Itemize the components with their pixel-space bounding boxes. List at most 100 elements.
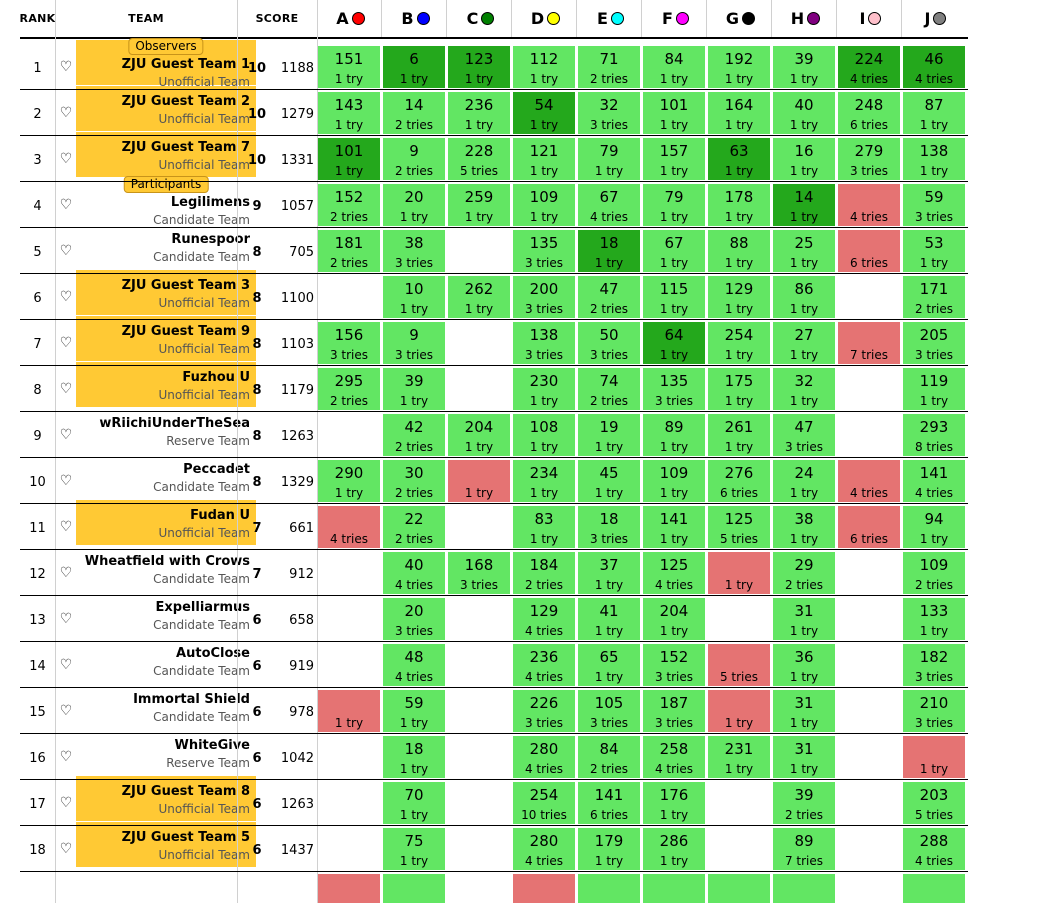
problem-cell-i[interactable]: 7 tries <box>838 322 900 364</box>
problem-cell-j[interactable]: 210 3 tries <box>903 690 965 732</box>
problem-header-g[interactable]: G <box>708 0 773 36</box>
problem-cell-f[interactable]: 176 1 try <box>643 782 705 824</box>
problem-cell-d[interactable]: 138 3 tries <box>513 322 575 364</box>
problem-cell-f[interactable]: 89 1 try <box>643 414 705 456</box>
table-row[interactable]: 6 ♡ ZJU Guest Team 3 Unofficial Team 8 1100 10… <box>20 270 968 322</box>
problem-cell-g[interactable]: 125 5 tries <box>708 506 770 548</box>
problem-cell-e[interactable]: 79 1 try <box>578 138 640 180</box>
problem-cell-d[interactable]: 236 4 tries <box>513 644 575 686</box>
problem-cell-a[interactable]: 290 1 try <box>318 460 380 502</box>
problem-cell-j[interactable]: 133 1 try <box>903 598 965 640</box>
problem-cell-g[interactable]: 231 1 try <box>708 736 770 778</box>
problem-cell-c[interactable]: 259 1 try <box>448 184 510 226</box>
problem-cell-b[interactable]: 38 3 tries <box>383 230 445 272</box>
problem-cell-e[interactable]: 105 3 tries <box>578 690 640 732</box>
problem-cell-b[interactable]: 70 1 try <box>383 782 445 824</box>
problem-cell-e[interactable]: 37 1 try <box>578 552 640 594</box>
table-row[interactable]: 3 ♡ ZJU Guest Team 7 Unofficial Team 10 1331 1… <box>20 132 968 184</box>
problem-cell-b[interactable]: 59 1 try <box>383 690 445 732</box>
problem-cell-e[interactable]: 71 2 tries <box>578 46 640 88</box>
problem-header-i[interactable]: I <box>838 0 903 36</box>
problem-cell-g[interactable]: 88 1 try <box>708 230 770 272</box>
problem-cell-j[interactable]: 59 3 tries <box>903 184 965 226</box>
problem-cell-i[interactable]: 248 6 tries <box>838 92 900 134</box>
problem-cell-h[interactable]: 29 2 tries <box>773 552 835 594</box>
problem-cell-g[interactable]: 192 1 try <box>708 46 770 88</box>
problem-cell-e[interactable]: 179 1 try <box>578 828 640 870</box>
heart-icon[interactable]: ♡ <box>59 749 73 765</box>
problem-cell-g[interactable]: 5 tries <box>708 644 770 686</box>
problem-cell-g[interactable]: 1 try <box>708 690 770 732</box>
heart-icon[interactable]: ♡ <box>59 565 73 581</box>
problem-cell-d[interactable]: 226 3 tries <box>513 690 575 732</box>
problem-cell-e[interactable]: 41 1 try <box>578 598 640 640</box>
problem-cell-c[interactable]: 168 3 tries <box>448 552 510 594</box>
heart-icon[interactable]: ♡ <box>59 289 73 305</box>
problem-cell-b[interactable]: 9 2 tries <box>383 138 445 180</box>
problem-cell-j[interactable]: 293 8 tries <box>903 414 965 456</box>
problem-cell-b[interactable]: 20 1 try <box>383 184 445 226</box>
problem-cell-h[interactable]: 47 3 tries <box>773 414 835 456</box>
problem-cell-h[interactable]: 40 1 try <box>773 92 835 134</box>
problem-cell-a[interactable]: 181 2 tries <box>318 230 380 272</box>
problem-cell-d[interactable]: 54 1 try <box>513 92 575 134</box>
problem-cell-b[interactable]: 22 2 tries <box>383 506 445 548</box>
score-header[interactable]: SCORE <box>255 11 299 25</box>
problem-cell-d[interactable]: 109 1 try <box>513 184 575 226</box>
table-row[interactable]: 9 ♡ wRiichiUnderTheSea Reserve Team 8 1263 42 2… <box>20 414 968 460</box>
problem-cell-e[interactable]: 47 2 tries <box>578 276 640 318</box>
problem-cell-g[interactable]: 164 1 try <box>708 92 770 134</box>
problem-header-d[interactable]: D <box>513 0 578 36</box>
problem-cell-d[interactable]: 135 3 tries <box>513 230 575 272</box>
problem-cell-j[interactable]: 94 1 try <box>903 506 965 548</box>
table-row[interactable]: 1 ♡ Observers ZJU Guest Team 1 Unofficial Te… <box>20 38 968 92</box>
problem-cell-f[interactable]: 101 1 try <box>643 92 705 134</box>
heart-icon[interactable]: ♡ <box>59 381 73 397</box>
problem-cell-f[interactable]: 125 4 tries <box>643 552 705 594</box>
problem-cell-b[interactable]: 39 1 try <box>383 368 445 410</box>
problem-cell-h[interactable]: 16 1 try <box>773 138 835 180</box>
problem-cell-e[interactable]: 32 3 tries <box>578 92 640 134</box>
problem-cell-f[interactable]: 258 4 tries <box>643 736 705 778</box>
heart-icon[interactable]: ♡ <box>59 611 73 627</box>
problem-cell-d[interactable]: 200 3 tries <box>513 276 575 318</box>
problem-cell-g[interactable]: 276 6 tries <box>708 460 770 502</box>
problem-cell-a[interactable]: 152 2 tries <box>318 184 380 226</box>
problem-cell-f[interactable]: 152 3 tries <box>643 644 705 686</box>
problem-cell-j[interactable]: 53 1 try <box>903 230 965 272</box>
problem-cell-a[interactable]: 295 2 tries <box>318 368 380 410</box>
problem-cell-f[interactable]: 141 1 try <box>643 506 705 548</box>
problem-cell-h[interactable]: 14 1 try <box>773 184 835 226</box>
problem-cell-f[interactable]: 109 1 try <box>643 460 705 502</box>
problem-cell-c[interactable]: 1 try <box>448 460 510 502</box>
table-row[interactable]: 14 ♡ AutoClose Candidate Team 6 919 48 4 tries 2… <box>20 644 968 690</box>
problem-cell-d[interactable]: 234 1 try <box>513 460 575 502</box>
heart-icon[interactable]: ♡ <box>59 841 73 857</box>
problem-cell-i[interactable]: 6 tries <box>838 506 900 548</box>
problem-cell-h[interactable]: 27 1 try <box>773 322 835 364</box>
problem-cell-b[interactable]: 18 1 try <box>383 736 445 778</box>
table-row[interactable]: 13 ♡ Expelliarmus Candidate Team 6 658 20 3 tri… <box>20 598 968 644</box>
problem-header-b[interactable]: B <box>383 0 448 36</box>
problem-cell-e[interactable]: 67 4 tries <box>578 184 640 226</box>
problem-cell-h[interactable]: 89 7 tries <box>773 828 835 870</box>
problem-header-h[interactable]: H <box>773 0 838 36</box>
problem-cell-b[interactable]: 10 1 try <box>383 276 445 318</box>
problem-cell-h[interactable]: 32 1 try <box>773 368 835 410</box>
problem-cell-h[interactable]: 39 2 tries <box>773 782 835 824</box>
table-row[interactable]: 17 ♡ ZJU Guest Team 8 Unofficial Team 6 1263 7… <box>20 776 968 828</box>
problem-cell-b[interactable]: 30 2 tries <box>383 460 445 502</box>
problem-cell-f[interactable]: 84 1 try <box>643 46 705 88</box>
problem-header-a[interactable]: A <box>318 0 383 36</box>
problem-cell-e[interactable]: 74 2 tries <box>578 368 640 410</box>
problem-cell-a[interactable]: 151 1 try <box>318 46 380 88</box>
problem-cell-f[interactable]: 204 1 try <box>643 598 705 640</box>
problem-cell-j[interactable]: 119 1 try <box>903 368 965 410</box>
problem-cell-i[interactable]: 4 tries <box>838 184 900 226</box>
table-row[interactable]: 16 ♡ WhiteGive Reserve Team 6 1042 18 1 try 280 4… <box>20 736 968 782</box>
problem-cell-f[interactable]: 67 1 try <box>643 230 705 272</box>
problem-cell-f[interactable]: 115 1 try <box>643 276 705 318</box>
problem-cell-j[interactable]: 138 1 try <box>903 138 965 180</box>
problem-cell-g[interactable]: 175 1 try <box>708 368 770 410</box>
heart-icon[interactable]: ♡ <box>59 59 73 75</box>
